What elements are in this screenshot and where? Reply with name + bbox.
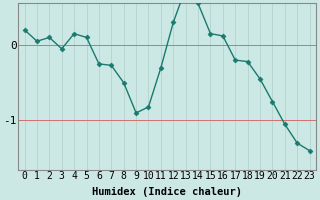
X-axis label: Humidex (Indice chaleur): Humidex (Indice chaleur) (92, 186, 242, 197)
